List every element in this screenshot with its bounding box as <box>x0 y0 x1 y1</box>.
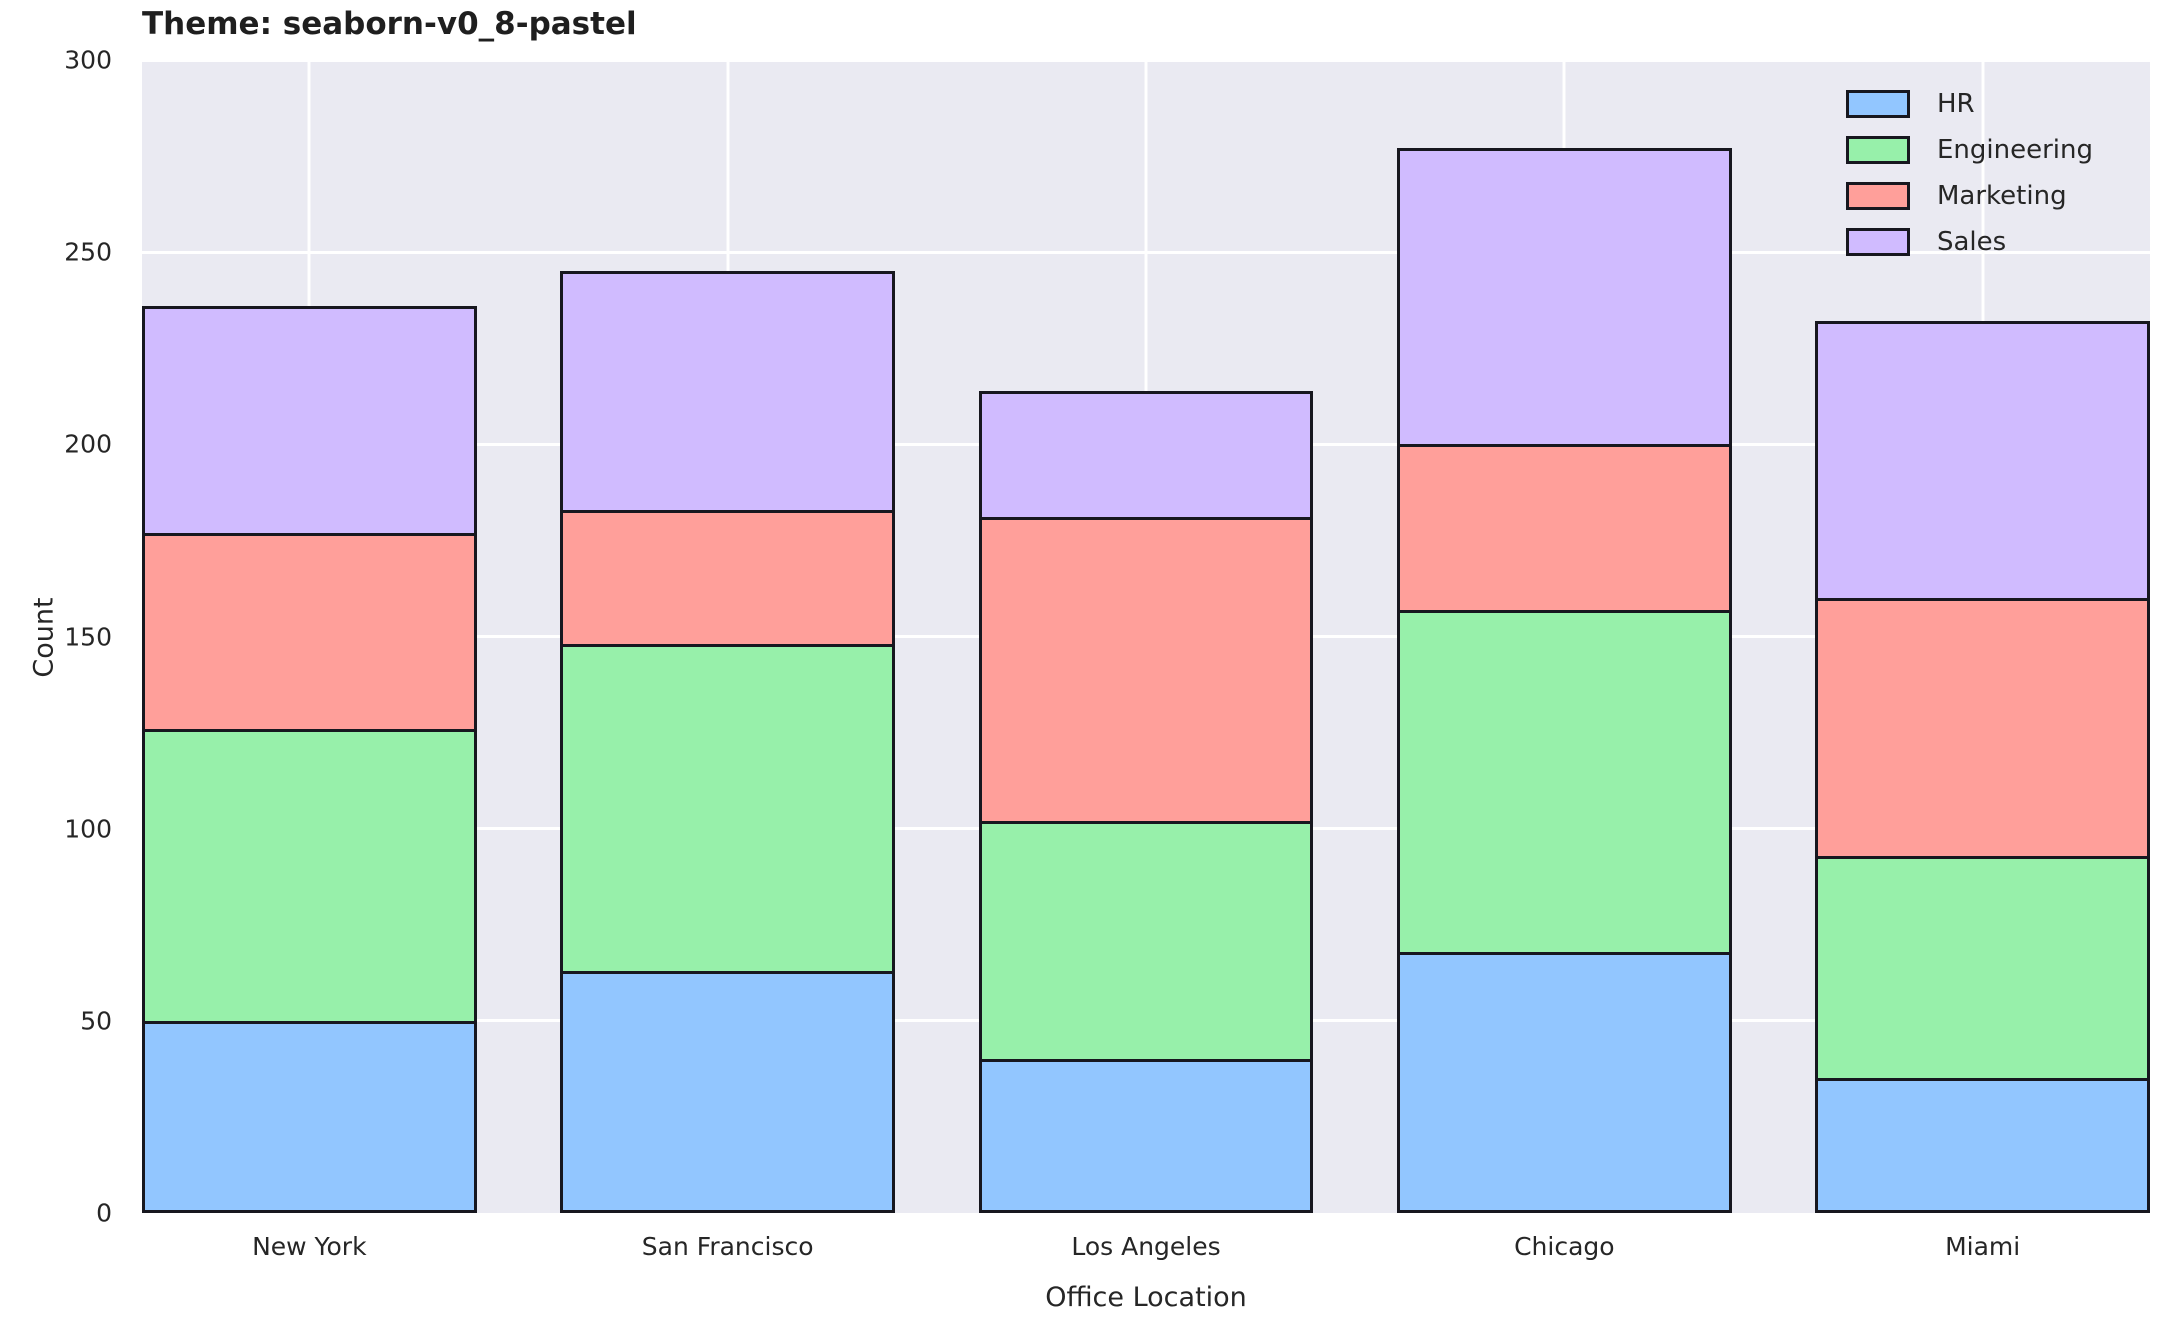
legend-item-sales: Sales <box>1846 219 2093 265</box>
legend-swatch-marketing <box>1846 182 1910 210</box>
legend-swatch-hr <box>1846 90 1910 118</box>
bar-segment-engineering-san-francisco <box>560 644 895 974</box>
bar-segment-sales-miami <box>1815 321 2150 602</box>
plot-area <box>142 58 2150 1213</box>
legend-swatch-engineering <box>1846 136 1910 164</box>
bar-segment-sales-los-angeles <box>978 390 1314 521</box>
bar-segment-hr-los-angeles <box>978 1059 1314 1213</box>
y-axis-label: Count <box>28 597 60 678</box>
bar-segment-engineering-chicago <box>1397 609 1732 955</box>
bar-miami <box>1815 60 2150 1213</box>
bar-segment-sales-new-york <box>142 305 477 536</box>
bar-segment-hr-san-francisco <box>560 970 895 1213</box>
y-tick-label-100: 100 <box>64 814 112 844</box>
bar-segment-engineering-miami <box>1815 855 2150 1082</box>
y-tick-label-200: 200 <box>64 429 112 459</box>
bar-segment-marketing-chicago <box>1397 444 1732 613</box>
x-tick-label-new-york: New York <box>252 1232 367 1261</box>
x-tick-label-chicago: Chicago <box>1514 1232 1615 1261</box>
legend-swatch-sales <box>1846 228 1910 256</box>
x-tick-label-miami: Miami <box>1945 1232 2021 1261</box>
legend-item-hr: HR <box>1846 81 2093 127</box>
legend-label-engineering: Engineering <box>1937 135 2093 165</box>
x-axis-label: Office Location <box>1045 1282 1247 1313</box>
bar-segment-hr-miami <box>1815 1078 2150 1213</box>
bar-segment-marketing-miami <box>1815 598 2150 859</box>
bar-san-francisco <box>560 60 895 1213</box>
y-tick-label-250: 250 <box>64 237 112 267</box>
bar-segment-sales-san-francisco <box>560 271 895 513</box>
bar-segment-hr-chicago <box>1397 951 1732 1213</box>
legend-label-marketing: Marketing <box>1937 181 2067 211</box>
y-tick-label-300: 300 <box>64 45 112 75</box>
x-tick-label-san-francisco: San Francisco <box>641 1232 814 1261</box>
bar-segment-marketing-los-angeles <box>978 517 1314 824</box>
bar-new-york <box>142 60 477 1213</box>
bar-segment-marketing-new-york <box>142 532 477 732</box>
legend-item-marketing: Marketing <box>1846 173 2093 219</box>
chart-title: Theme: seaborn-v0_8-pastel <box>142 6 637 42</box>
y-tick-label-50: 50 <box>80 1006 112 1036</box>
legend-label-sales: Sales <box>1937 227 2007 257</box>
bar-segment-marketing-san-francisco <box>560 509 895 648</box>
legend-label-hr: HR <box>1937 89 1975 119</box>
bar-segment-hr-new-york <box>142 1020 477 1213</box>
legend: HR Engineering Marketing Sales <box>1846 81 2093 265</box>
bar-los-angeles <box>978 60 1314 1213</box>
bar-segment-sales-chicago <box>1397 148 1732 448</box>
bar-segment-engineering-new-york <box>142 728 477 1024</box>
bar-segment-engineering-los-angeles <box>978 821 1314 1063</box>
legend-item-engineering: Engineering <box>1846 127 2093 173</box>
x-tick-label-los-angeles: Los Angeles <box>1071 1232 1221 1261</box>
y-tick-label-150: 150 <box>64 622 112 651</box>
bar-chicago <box>1397 60 1732 1213</box>
y-tick-label-0: 0 <box>96 1198 112 1228</box>
